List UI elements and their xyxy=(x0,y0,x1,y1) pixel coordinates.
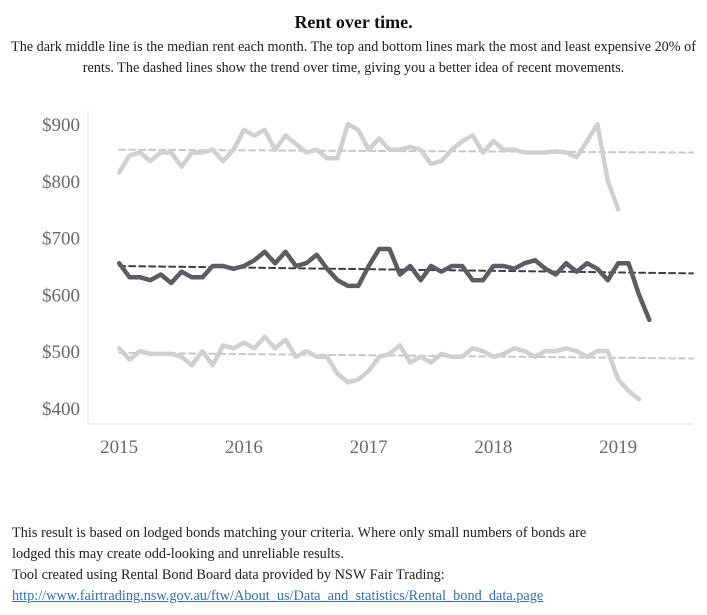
x-tick-label: 2019 xyxy=(599,437,637,458)
chart-title: Rent over time. xyxy=(294,12,413,32)
rent-chart: $400 $500 $600 $700 $800 $900 2015 2016 2017 2018… xyxy=(42,110,694,458)
x-tick-label: 2015 xyxy=(100,437,138,458)
chart-subtitle: The dark middle line is the median rent … xyxy=(11,39,696,76)
y-tick-label: $400 xyxy=(42,399,80,420)
x-tick-label: 2018 xyxy=(474,437,512,458)
x-tick-label: 2017 xyxy=(350,437,388,458)
footer-credit: Tool created using Rental Bond Board dat… xyxy=(12,567,445,583)
footer-note-line-1: This result is based on lodged bonds mat… xyxy=(12,525,587,541)
x-tick-label: 2016 xyxy=(225,437,263,458)
y-tick-label: $700 xyxy=(42,229,80,250)
rental-bond-data-link[interactable]: http://www.fairtrading.nsw.gov.au/ftw/Ab… xyxy=(12,588,544,604)
y-tick-label: $500 xyxy=(42,342,80,363)
y-tick-label: $800 xyxy=(42,172,80,193)
footer: This result is based on lodged bonds mat… xyxy=(12,523,702,607)
median-line xyxy=(116,246,652,323)
top-20-line xyxy=(116,121,621,212)
y-tick-label: $900 xyxy=(42,115,80,136)
footer-note-line-2: lodged this may create odd-looking and u… xyxy=(12,546,344,562)
y-tick-label: $600 xyxy=(42,285,80,306)
bottom-20-line xyxy=(116,334,642,402)
